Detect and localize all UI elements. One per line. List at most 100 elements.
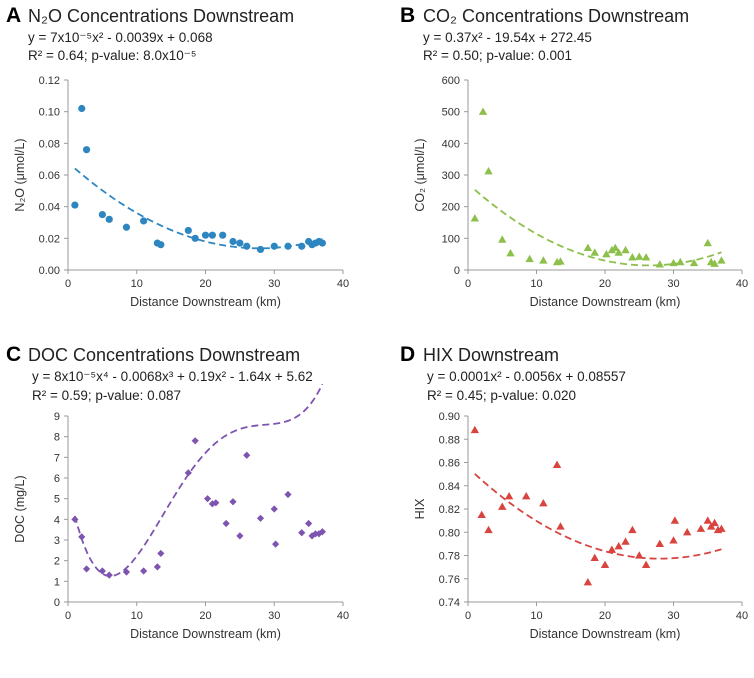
panel-a-data-point	[157, 241, 165, 249]
panel-c-data-point	[153, 563, 161, 571]
panel-a-data-point	[122, 223, 131, 231]
panel-a-data-point	[71, 201, 79, 209]
panel-d-data-point	[703, 516, 712, 524]
panel-d: D HIX Downstream y = 0.0001x² - 0.0056x …	[400, 343, 748, 641]
panel-c-data-point	[203, 495, 212, 503]
panel-a-x-tick-label: 40	[337, 278, 349, 290]
panel-a-data-point	[236, 239, 244, 247]
panel-b-data-point	[506, 249, 515, 257]
panel-b-y-tick-label: 200	[442, 202, 460, 214]
panel-d-data-point	[477, 510, 486, 518]
panel-b-y-label: CO₂ (μmol/L)	[413, 138, 427, 211]
panel-b-data-point	[478, 107, 488, 115]
panel-d-plot: 0 10 20 30 40 0.74 0.76 0.78 0.80 0.82 0.84 0.86 0.8…	[413, 411, 748, 641]
panel-c-data-point	[98, 567, 106, 575]
panel-d-x-tick-label: 40	[736, 610, 748, 622]
panel-c-y-tick-label: 2	[54, 556, 60, 568]
panel-b-x-tick-label: 0	[465, 278, 471, 290]
panel-d-title: HIX Downstream	[423, 345, 559, 365]
panel-c-data-point	[272, 540, 280, 548]
panel-d-y-tick-label: 0.80	[439, 527, 460, 539]
panel-d-data-point	[628, 525, 637, 534]
panel-a-y-tick-label: 0.00	[39, 265, 60, 277]
panel-d-data-point	[655, 539, 664, 548]
panel-d-data-point	[621, 537, 630, 545]
panel-d-data-point	[470, 425, 480, 434]
panel-d-trendline	[474, 473, 722, 560]
panel-a-data-point	[298, 242, 306, 250]
panel-b-data-point	[556, 257, 565, 265]
panel-b-equation: y = 0.37x² - 19.54x + 272.45	[423, 30, 592, 45]
panel-d-data-point	[641, 560, 651, 568]
panel-b-stats: R² = 0.50; p-value: 0.001	[423, 48, 572, 63]
panel-c-data-point	[318, 528, 326, 536]
panel-a: A N₂O Concentrations Downstream y = 7x10…	[6, 4, 349, 309]
panel-b-letter: B	[400, 4, 415, 27]
panel-c-title: DOC Concentrations Downstream	[28, 345, 300, 365]
panel-b-x-tick-label: 20	[599, 278, 611, 290]
panel-b-data-point	[525, 254, 534, 263]
panel-a-x-tick-label: 0	[65, 278, 71, 290]
panel-c-data-point	[122, 568, 131, 576]
panel-b-data-point	[583, 243, 593, 251]
panel-d-data-point	[670, 516, 680, 524]
panel-a-data-point	[318, 239, 326, 247]
panel-c-data-point	[208, 500, 216, 508]
panel-d-y-tick-label: 0.90	[439, 411, 460, 423]
panel-c-trendline	[74, 383, 324, 577]
panel-a-title: N₂O Concentrations Downstream	[28, 6, 294, 26]
panel-c-data-point	[236, 532, 244, 540]
panel-d-data-point	[590, 553, 599, 561]
panel-d-data-point	[717, 524, 726, 532]
panel-d-y-tick-label: 0.82	[439, 504, 460, 516]
panel-c-plot: 0 10 20 30 40 0 1 2 3 4 5 6 7 8 9 Distance Downstream (…	[13, 383, 349, 641]
panel-a-data-point	[78, 104, 86, 113]
panel-c-y-tick-label: 5	[54, 494, 60, 506]
panel-c-x-tick-label: 30	[268, 610, 280, 622]
panel-d-x-tick-label: 20	[599, 610, 611, 622]
panel-a-data-point	[184, 226, 192, 235]
panel-d-data-point	[696, 524, 706, 532]
panel-a-plot: 0 10 20 30 40 0.00 0.02 0.04 0.06 0.08 0.10 0.12 Dis…	[13, 75, 349, 309]
panel-c: C DOC Concentrations Downstream y = 8x10…	[6, 343, 349, 641]
panel-a-data-point	[243, 242, 251, 250]
panel-a-trendline	[74, 167, 323, 250]
panel-b-data-point	[539, 256, 548, 264]
panel-b-x-tick-label: 40	[736, 278, 748, 290]
panel-a-y-tick-label: 0.04	[39, 202, 60, 214]
panel-a-y-label: N₂O (μmol/L)	[13, 138, 27, 211]
panel-b-x-tick-label: 30	[667, 278, 679, 290]
panel-b-y-tick-label: 300	[442, 170, 460, 182]
panel-d-data-point	[600, 560, 610, 568]
panel-c-stats: R² = 0.59; p-value: 0.087	[32, 388, 181, 403]
panel-b-y-tick-label: 400	[442, 138, 460, 150]
panel-c-y-tick-label: 3	[54, 535, 60, 547]
panel-c-data-point	[243, 451, 251, 459]
panel-c-data-point	[284, 490, 292, 499]
panel-a-equation: y = 7x10⁻⁵x² - 0.0039x + 0.068	[28, 30, 213, 45]
panel-b-data-point	[498, 235, 507, 243]
panel-a-letter: A	[6, 4, 21, 27]
panel-b-x-label: Distance Downstream (km)	[530, 295, 681, 309]
panel-a-data-point	[105, 215, 113, 223]
panel-d-stats: R² = 0.45; p-value: 0.020	[427, 388, 576, 403]
panel-b-data-point	[676, 257, 685, 266]
panel-d-y-tick-label: 0.88	[439, 434, 460, 446]
panel-c-y-tick-label: 4	[54, 514, 60, 526]
panel-b-data-point	[484, 167, 493, 175]
panel-d-data-point	[522, 492, 531, 500]
panel-d-y-tick-label: 0.74	[439, 597, 460, 609]
panel-c-data-point	[191, 437, 199, 445]
panel-a-y-tick-label: 0.10	[39, 107, 60, 119]
panel-d-letter: D	[400, 343, 415, 366]
panel-c-data-point	[298, 529, 306, 537]
panel-a-data-point	[256, 245, 265, 254]
panel-d-data-point	[498, 502, 507, 510]
panel-b-y-tick-label: 100	[442, 233, 460, 245]
panel-d-data-point	[583, 578, 593, 586]
panel-d-y-label: HIX	[413, 498, 427, 520]
panel-a-stats: R² = 0.64; p-value: 8.0x10⁻⁵	[28, 48, 196, 63]
panel-d-data-point	[504, 492, 514, 500]
